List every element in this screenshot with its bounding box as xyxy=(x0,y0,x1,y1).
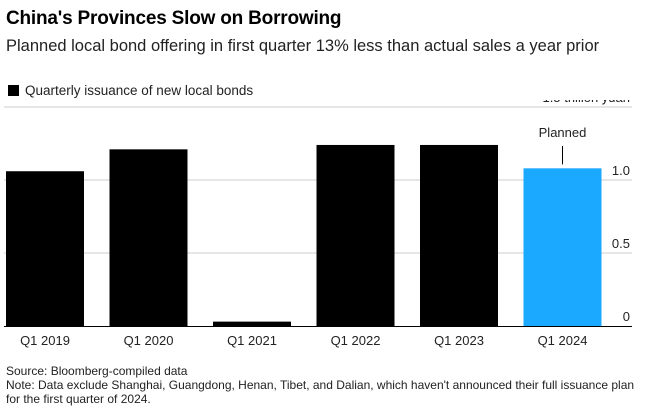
note-text: Note: Data exclude Shanghai, Guangdong, … xyxy=(6,378,635,406)
source-text: Source: Bloomberg-compiled data xyxy=(6,364,188,378)
chart-subtitle: Planned local bond offering in first qua… xyxy=(6,37,600,55)
y-tick-label: 0 xyxy=(623,309,630,324)
y-tick-label: 1.0 xyxy=(612,163,630,178)
chart-title: China's Provinces Slow on Borrowing xyxy=(6,8,342,29)
y-tick-label: 0.5 xyxy=(612,236,630,251)
x-tick-label: Q1 2019 xyxy=(20,333,70,348)
legend-swatch xyxy=(8,85,19,96)
bar xyxy=(316,144,395,326)
bars xyxy=(6,144,602,326)
bar-chart: 0 0.5 1.0 1.5 trillion yuan Q1 2019 Q1 2020 Q1… xyxy=(4,100,632,348)
bar xyxy=(523,168,602,326)
x-tick-label: Q1 2022 xyxy=(331,333,381,348)
bar xyxy=(213,321,291,326)
x-tick-label: Q1 2020 xyxy=(124,333,174,348)
bar xyxy=(109,149,188,326)
annotation-label: Planned xyxy=(539,125,587,140)
legend-label: Quarterly issuance of new local bonds xyxy=(25,83,254,98)
bar xyxy=(6,171,84,326)
tick-labels: 0 0.5 1.0 1.5 trillion yuan Q1 2019 Q1 2020 Q1… xyxy=(20,100,630,348)
y-tick-label: 1.5 trillion yuan xyxy=(543,100,630,105)
footer: Source: Bloomberg-compiled data Note: Da… xyxy=(6,364,646,406)
x-tick-label: Q1 2023 xyxy=(434,333,484,348)
x-tick-label: Q1 2021 xyxy=(227,333,277,348)
bar xyxy=(420,144,498,326)
legend: Quarterly issuance of new local bonds xyxy=(8,83,253,98)
x-tick-label: Q1 2024 xyxy=(538,333,588,348)
